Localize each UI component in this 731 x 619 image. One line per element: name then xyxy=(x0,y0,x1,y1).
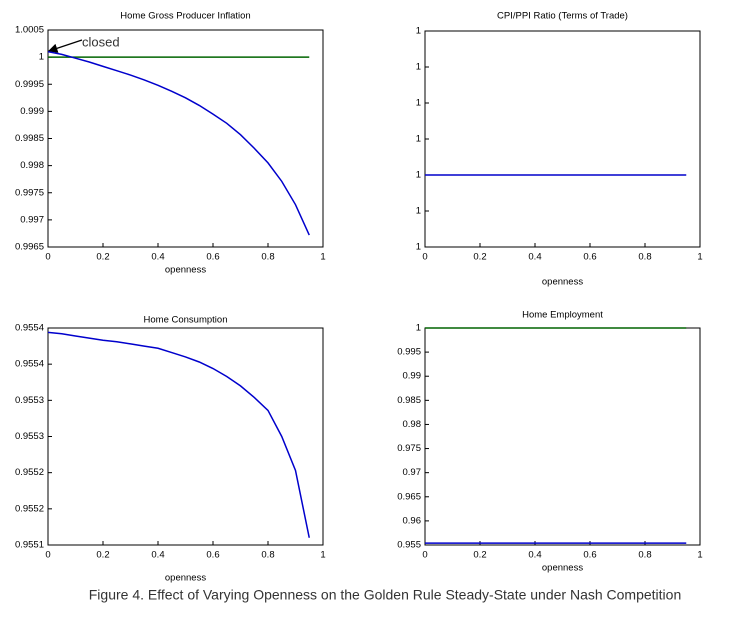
data-line xyxy=(47,331,310,538)
y-tick-label: 0.98 xyxy=(403,419,422,430)
y-tick-label: 0.9975 xyxy=(15,187,44,198)
annotation-arrow xyxy=(47,39,83,53)
x-tick-label: 1 xyxy=(320,252,325,263)
x-axis-label: openness xyxy=(165,265,206,276)
x-tick-label: 0.4 xyxy=(528,252,541,263)
x-tick-label: 0.2 xyxy=(473,550,486,561)
y-tick-label: 0.999 xyxy=(20,106,44,117)
chart-title: Home Gross Producer Inflation xyxy=(120,11,250,22)
x-tick-label: 0.4 xyxy=(151,550,164,561)
y-tick-label: 0.9552 xyxy=(15,503,44,514)
x-tick-label: 0.6 xyxy=(206,550,219,561)
y-tick-label: 1 xyxy=(39,52,44,63)
y-tick-label: 1 xyxy=(416,242,421,253)
x-tick-label: 0.4 xyxy=(151,252,164,263)
plot-frame xyxy=(424,327,701,546)
x-tick-label: 0.8 xyxy=(638,550,651,561)
x-tick-label: 0 xyxy=(422,550,427,561)
x-axis-label: openness xyxy=(542,277,583,288)
x-axis-label: openness xyxy=(165,573,206,584)
y-tick-label: 1 xyxy=(416,170,421,181)
x-tick-label: 0.6 xyxy=(206,252,219,263)
x-axis-label: openness xyxy=(542,563,583,574)
y-tick-label: 0.997 xyxy=(20,214,44,225)
y-tick-label: 1 xyxy=(416,134,421,145)
y-tick-label: 1 xyxy=(416,62,421,73)
y-tick-label: 0.975 xyxy=(397,443,421,454)
y-tick-label: 0.995 xyxy=(397,347,421,358)
y-tick-label: 1 xyxy=(416,98,421,109)
x-tick-label: 0.4 xyxy=(528,550,541,561)
x-tick-label: 1 xyxy=(697,252,702,263)
y-tick-label: 0.9554 xyxy=(15,359,44,370)
x-tick-label: 0 xyxy=(45,550,50,561)
data-line xyxy=(47,50,310,236)
y-tick-label: 0.9553 xyxy=(15,431,44,442)
caption: Figure 4. Effect of Varying Openness on … xyxy=(89,587,682,603)
y-tick-label: 0.955 xyxy=(397,540,421,551)
y-tick-label: 0.9985 xyxy=(15,133,44,144)
y-tick-label: 0.9965 xyxy=(15,242,44,253)
chart-title: Home Employment xyxy=(522,310,603,321)
x-tick-label: 0.6 xyxy=(583,550,596,561)
y-tick-label: 0.96 xyxy=(403,515,422,526)
x-tick-label: 0.6 xyxy=(583,252,596,263)
y-tick-label: 0.97 xyxy=(403,467,422,478)
y-tick-label: 0.9995 xyxy=(15,79,44,90)
x-tick-label: 1 xyxy=(697,550,702,561)
x-tick-label: 0.2 xyxy=(473,252,486,263)
chart-title: Home Consumption xyxy=(144,315,228,326)
annotation: closed xyxy=(82,34,120,49)
x-tick-label: 0.2 xyxy=(96,252,109,263)
y-tick-label: 1 xyxy=(416,206,421,217)
x-tick-label: 0.2 xyxy=(96,550,109,561)
x-tick-label: 0.8 xyxy=(261,550,274,561)
chart-title: CPI/PPI Ratio (Terms of Trade) xyxy=(497,11,628,22)
x-tick-label: 0 xyxy=(45,252,50,263)
x-tick-label: 0.8 xyxy=(261,252,274,263)
y-tick-label: 0.9553 xyxy=(15,395,44,406)
y-tick-label: 0.9551 xyxy=(15,540,44,551)
y-tick-label: 1 xyxy=(416,26,421,37)
y-tick-label: 0.9554 xyxy=(15,323,44,334)
x-tick-label: 0 xyxy=(422,252,427,263)
y-tick-label: 0.965 xyxy=(397,491,421,502)
y-tick-label: 0.985 xyxy=(397,395,421,406)
plot-frame xyxy=(424,30,701,248)
y-tick-label: 0.998 xyxy=(20,160,44,171)
y-tick-label: 1.0005 xyxy=(15,25,44,36)
y-tick-label: 0.99 xyxy=(403,371,422,382)
x-tick-label: 1 xyxy=(320,550,325,561)
y-tick-label: 1 xyxy=(416,323,421,334)
x-tick-label: 0.8 xyxy=(638,252,651,263)
y-tick-label: 0.9552 xyxy=(15,467,44,478)
